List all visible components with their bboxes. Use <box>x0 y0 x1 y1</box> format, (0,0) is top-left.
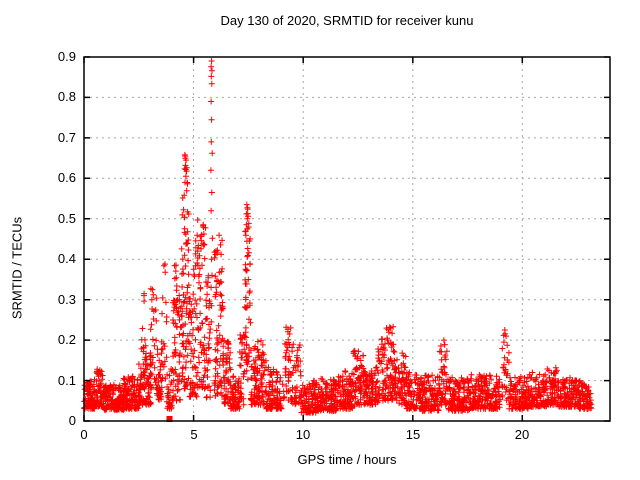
chart-title: Day 130 of 2020, SRMTID for receiver kun… <box>220 13 474 28</box>
data-points <box>81 58 595 416</box>
square-marker <box>166 416 173 422</box>
x-axis-title: GPS time / hours <box>297 452 397 467</box>
x-tick-label: 20 <box>514 427 530 442</box>
y-tick-label: 0.8 <box>57 89 76 104</box>
y-tick-label: 0.7 <box>57 130 76 145</box>
y-tick-label: 0.9 <box>57 49 76 64</box>
tick-marks <box>83 56 610 422</box>
y-tick-label: 0.5 <box>57 211 76 226</box>
x-tick-label: 10 <box>295 427 311 442</box>
y-tick-label: 0.2 <box>57 332 76 347</box>
y-tick-label: 0 <box>68 413 76 428</box>
x-tick-label: 15 <box>405 427 421 442</box>
y-tick-label: 0.6 <box>57 170 76 185</box>
y-tick-label: 0.1 <box>57 373 76 388</box>
y-tick-label: 0.4 <box>57 251 76 266</box>
x-tick-label: 0 <box>80 427 88 442</box>
x-tick-label: 5 <box>190 427 198 442</box>
grid-lines <box>84 57 610 421</box>
y-tick-label: 0.3 <box>57 292 76 307</box>
plot-border <box>83 56 611 422</box>
